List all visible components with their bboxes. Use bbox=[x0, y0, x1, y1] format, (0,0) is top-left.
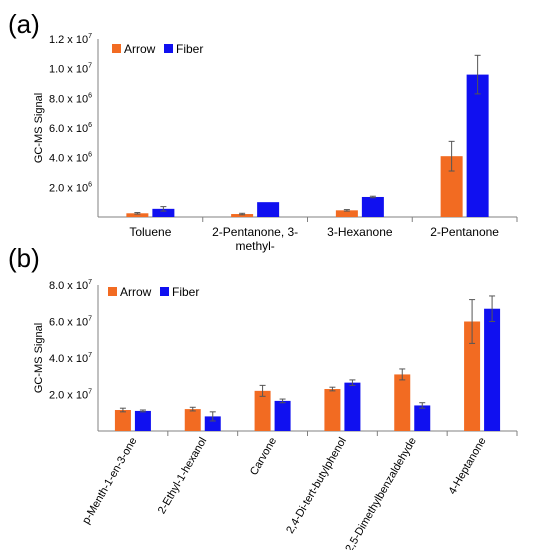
legend-label: Arrow bbox=[120, 285, 152, 299]
bar-arrow bbox=[254, 390, 271, 431]
bar-arrow bbox=[231, 214, 254, 217]
y-tick-label: 2.0 x 107 bbox=[49, 389, 92, 402]
y-tick-exponent: 6 bbox=[88, 181, 92, 188]
bar-arrow bbox=[126, 213, 149, 217]
y-tick-base: 1.0 x 10 bbox=[49, 64, 88, 76]
x-category-label: 2,4-Di-tert-butylphenol bbox=[284, 436, 349, 536]
y-tick-label: 4.0 x 106 bbox=[49, 152, 92, 165]
y-tick-base: 2.0 x 10 bbox=[49, 182, 88, 194]
bar-arrow bbox=[324, 389, 341, 431]
legend-label: Fiber bbox=[172, 285, 199, 299]
bar-fiber bbox=[484, 308, 501, 431]
y-tick-base: 1.2 x 10 bbox=[49, 34, 88, 46]
bar-arrow bbox=[394, 374, 411, 431]
x-category-label: 4-Heptanone bbox=[446, 436, 488, 497]
bar-fiber bbox=[257, 202, 280, 217]
bar-arrow bbox=[114, 410, 131, 431]
y-tick-exponent: 7 bbox=[88, 279, 92, 286]
x-category-label: 2-Ethyl-1-hexanol bbox=[156, 436, 210, 517]
bar-fiber bbox=[152, 208, 175, 217]
y-tick-label: 8.0 x 107 bbox=[49, 279, 92, 292]
y-axis-title: GC-MS Signal bbox=[33, 323, 45, 393]
y-tick-label: 6.0 x 107 bbox=[49, 316, 92, 329]
x-category-label: 2-Pentanone bbox=[430, 225, 499, 239]
y-tick-base: 8.0 x 10 bbox=[49, 93, 88, 105]
x-category-label: 2,5-Dimethylbenzaldehyde bbox=[343, 436, 419, 550]
legend-label: Fiber bbox=[176, 42, 203, 56]
y-tick-label: 1.0 x 107 bbox=[49, 63, 92, 76]
y-tick-base: 2.0 x 10 bbox=[49, 390, 88, 402]
legend-swatch-arrow bbox=[108, 287, 117, 296]
x-category-label: Carvone bbox=[248, 436, 279, 478]
bar-arrow bbox=[335, 210, 358, 217]
y-tick-exponent: 6 bbox=[88, 92, 92, 99]
y-tick-label: 4.0 x 107 bbox=[49, 352, 92, 365]
y-tick-exponent: 7 bbox=[88, 33, 92, 40]
y-tick-base: 4.0 x 10 bbox=[49, 153, 88, 165]
y-tick-label: 2.0 x 106 bbox=[49, 181, 92, 194]
y-tick-exponent: 7 bbox=[88, 316, 92, 323]
x-category-label: 2-Pentanone, 3- bbox=[212, 225, 298, 239]
y-tick-base: 4.0 x 10 bbox=[49, 353, 88, 365]
bar-fiber bbox=[414, 405, 431, 431]
legend-swatch-fiber bbox=[160, 287, 169, 296]
legend-swatch-fiber bbox=[164, 44, 173, 53]
bar-arrow bbox=[464, 321, 481, 431]
y-tick-label: 6.0 x 106 bbox=[49, 122, 92, 135]
bar-arrow bbox=[184, 409, 201, 431]
y-axis-title: GC-MS Signal bbox=[33, 93, 45, 163]
y-tick-base: 8.0 x 10 bbox=[49, 280, 88, 292]
y-tick-label: 8.0 x 106 bbox=[49, 92, 92, 105]
panel-label: (a) bbox=[8, 9, 40, 39]
bar-fiber bbox=[274, 400, 291, 431]
x-category-label: p-Menth-1-en-3-one bbox=[80, 436, 139, 527]
y-tick-base: 6.0 x 10 bbox=[49, 317, 88, 329]
bar-fiber bbox=[466, 74, 489, 217]
bar-fiber bbox=[344, 382, 361, 431]
y-tick-exponent: 7 bbox=[88, 389, 92, 396]
bar-fiber bbox=[361, 196, 384, 217]
y-tick-exponent: 6 bbox=[88, 122, 92, 129]
x-category-label: Toluene bbox=[129, 225, 171, 239]
legend-swatch-arrow bbox=[112, 44, 121, 53]
panel-label: (b) bbox=[8, 243, 40, 273]
y-tick-label: 1.2 x 107 bbox=[49, 33, 92, 46]
x-category-label: methyl- bbox=[235, 239, 274, 253]
y-tick-base: 6.0 x 10 bbox=[49, 123, 88, 135]
bar-fiber bbox=[204, 416, 221, 431]
y-tick-exponent: 7 bbox=[88, 63, 92, 70]
x-category-label: 3-Hexanone bbox=[327, 225, 393, 239]
bar-fiber bbox=[134, 410, 151, 431]
bar-arrow bbox=[440, 156, 463, 217]
y-tick-exponent: 6 bbox=[88, 152, 92, 159]
legend-label: Arrow bbox=[124, 42, 156, 56]
y-tick-exponent: 7 bbox=[88, 352, 92, 359]
